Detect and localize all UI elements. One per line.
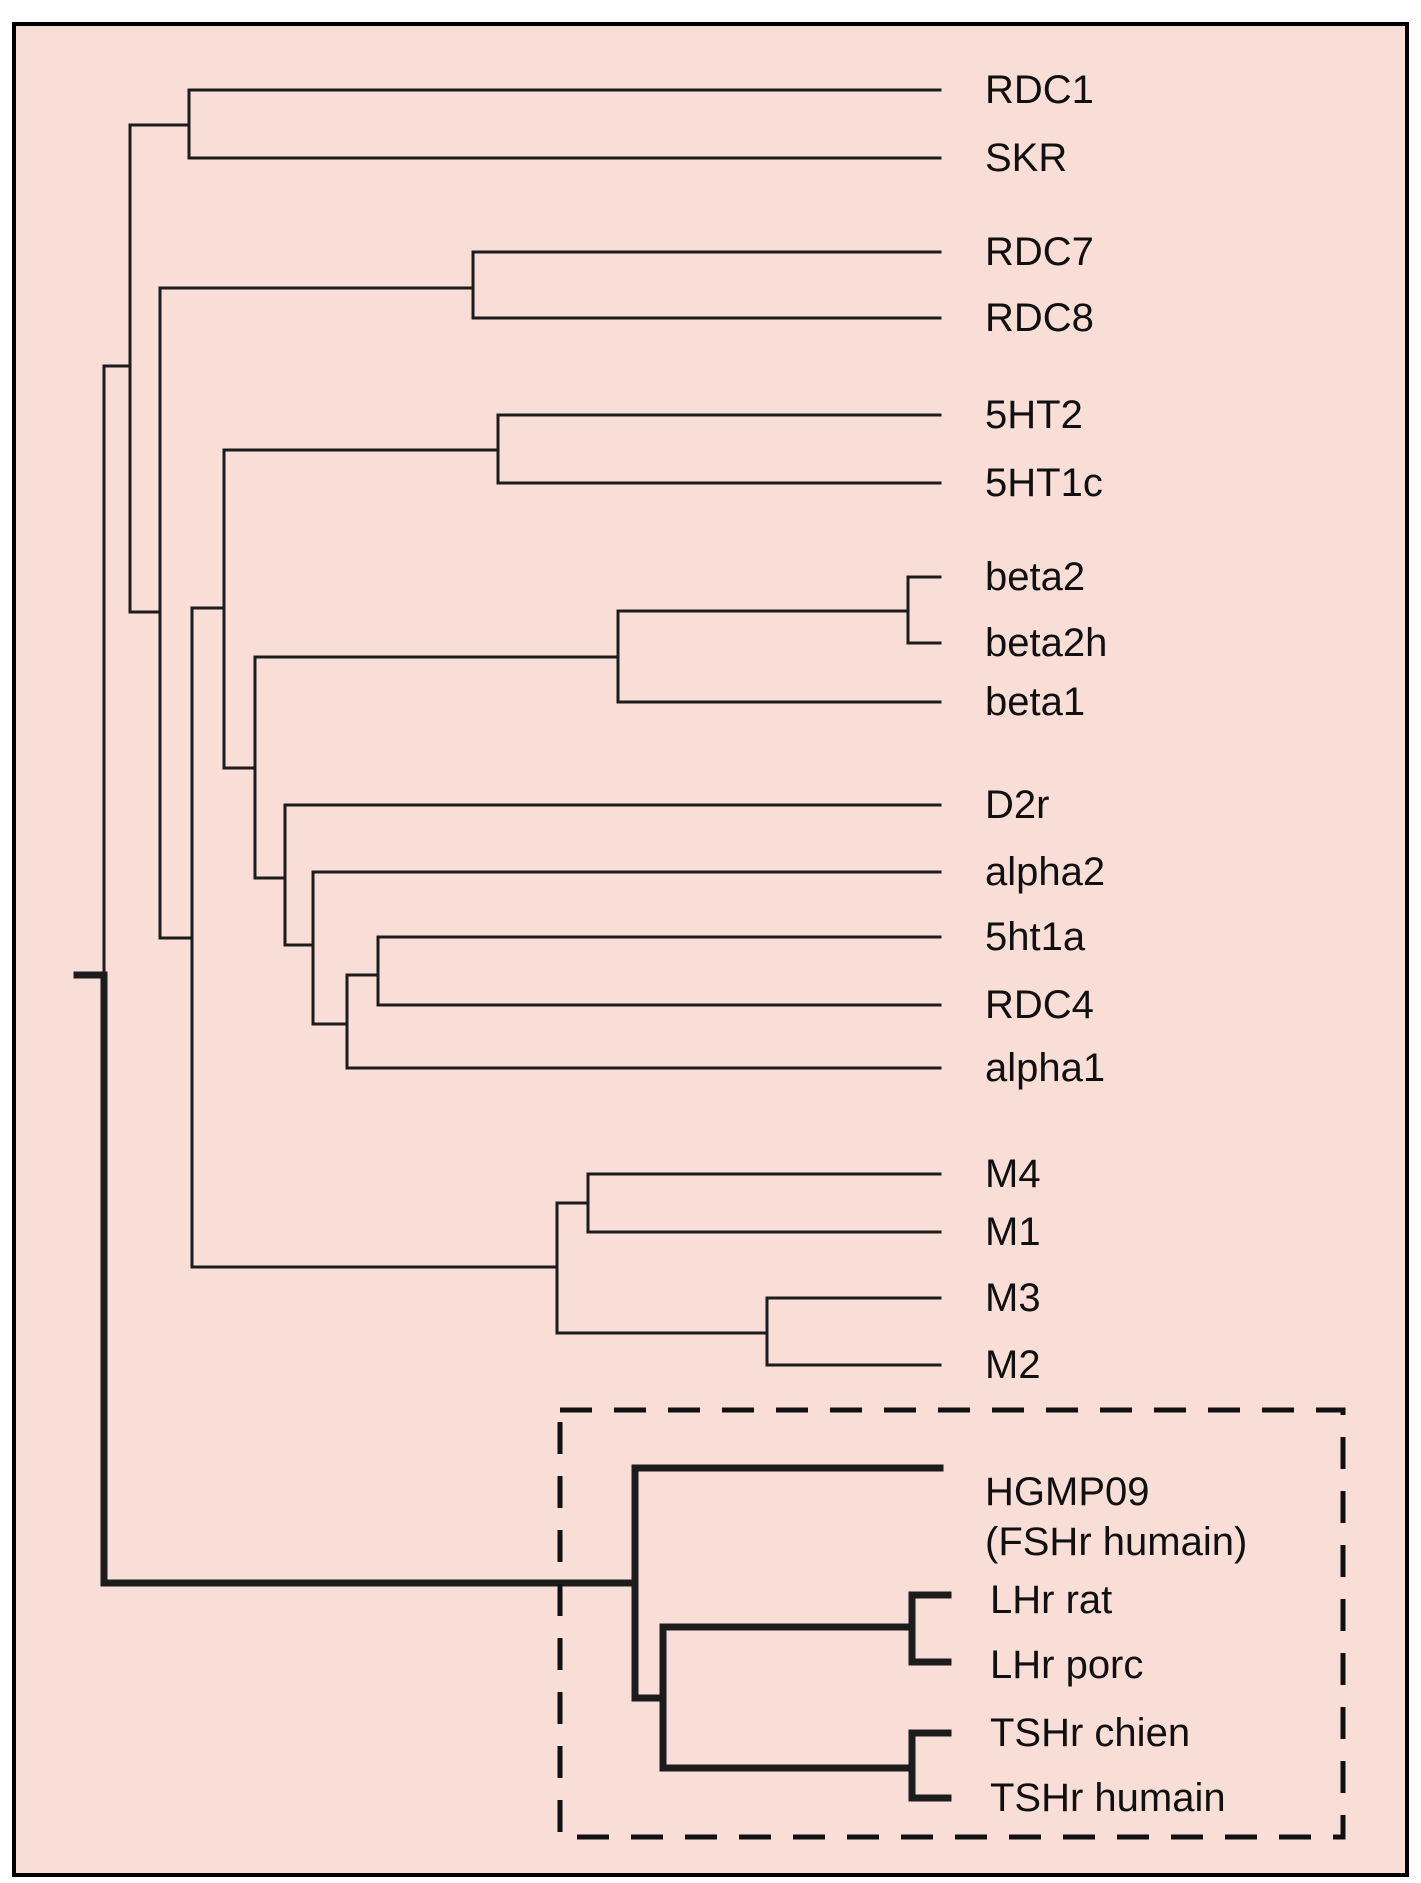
leaf-label-lhr-porc: LHr porc <box>990 1643 1143 1687</box>
glycoprotein-clade-dashed-box <box>557 1407 1346 1840</box>
leaf-label-beta1: beta1 <box>985 680 1085 724</box>
leaf-label-lhr-rat: LHr rat <box>990 1578 1112 1622</box>
leaf-label-rdc8: RDC8 <box>985 296 1094 340</box>
leaf-label-fshr-humain: (FSHr humain) <box>985 1520 1247 1564</box>
leaf-label-skr: SKR <box>985 136 1067 180</box>
leaf-label-beta2: beta2 <box>985 555 1085 599</box>
leaf-label-m4: M4 <box>985 1152 1041 1196</box>
leaf-label-rdc1: RDC1 <box>985 68 1094 112</box>
leaf-label-5ht1c: 5HT1c <box>985 461 1103 505</box>
leaf-label-5ht1a: 5ht1a <box>985 915 1086 959</box>
leaf-label-m2: M2 <box>985 1343 1041 1387</box>
leaf-label-m3: M3 <box>985 1276 1041 1320</box>
leaf-label-rdc4: RDC4 <box>985 983 1094 1027</box>
leaf-label-alpha2: alpha2 <box>985 850 1105 894</box>
leaf-label-tshr-chien: TSHr chien <box>990 1711 1190 1755</box>
leaf-label-tshr-humain: TSHr humain <box>990 1776 1226 1820</box>
leaf-label-d2r: D2r <box>985 783 1049 827</box>
leaf-label-rdc7: RDC7 <box>985 230 1094 274</box>
leaf-label-m1: M1 <box>985 1210 1041 1254</box>
leaf-label-alpha1: alpha1 <box>985 1046 1105 1090</box>
leaf-label-5ht2: 5HT2 <box>985 393 1083 437</box>
leaf-label-hgmp09: HGMP09 <box>985 1470 1150 1514</box>
leaf-label-beta2h: beta2h <box>985 621 1107 665</box>
panel-background <box>12 22 1409 1877</box>
